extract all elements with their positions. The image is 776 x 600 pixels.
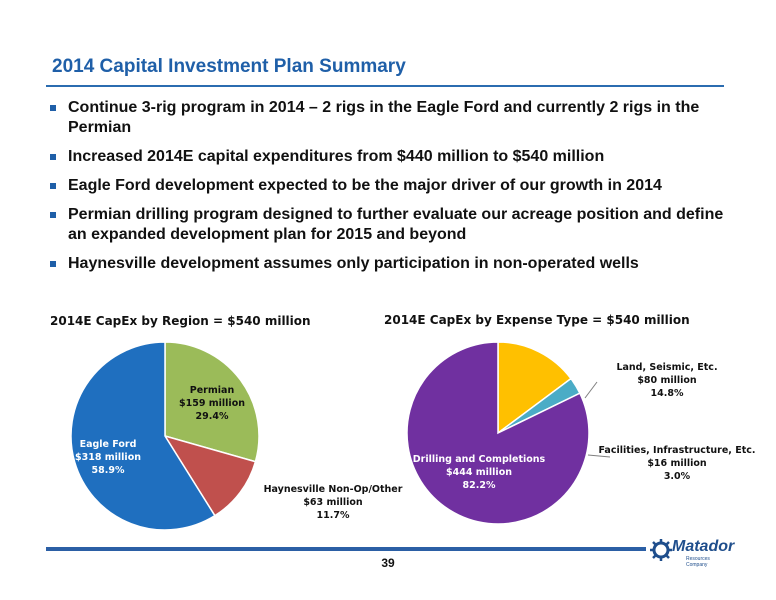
bullet-text: Continue 3-rig program in 2014 – 2 rigs … xyxy=(68,99,700,136)
bullet-text: Eagle Ford development expected to be th… xyxy=(68,177,662,194)
bullet-square-icon xyxy=(50,183,56,189)
bullet-text: Haynesville development assumes only par… xyxy=(68,255,639,272)
title-divider xyxy=(46,85,724,87)
data-label-land-seismic-etc: $80 million xyxy=(637,375,697,386)
slide-title: 2014 Capital Investment Plan Summary xyxy=(52,56,406,77)
data-label-haynesville-non-op-other: Haynesville Non-Op/Other xyxy=(264,484,403,495)
data-label-eagle-ford: $318 million xyxy=(75,452,141,463)
gear-icon xyxy=(650,539,672,561)
leader-line xyxy=(587,454,611,458)
region-chart-title: 2014E CapEx by Region = $540 million xyxy=(50,314,311,328)
data-label-drilling-and-completions: Drilling and Completions xyxy=(413,454,546,465)
pie-slice-drilling-and-completions xyxy=(406,341,590,525)
page-number: 39 xyxy=(381,556,395,570)
pie-slice-eagle-ford xyxy=(70,341,216,531)
data-label-drilling-and-completions: 82.2% xyxy=(463,480,496,491)
data-label-haynesville-non-op-other: $63 million xyxy=(303,497,363,508)
pie-slice-haynesville-non-op-other xyxy=(163,434,257,517)
bullet-square-icon xyxy=(50,212,56,218)
bullet-square-icon xyxy=(50,154,56,160)
data-label-facilities-infrastructure-etc: 3.0% xyxy=(664,471,691,482)
data-label-permian: 29.4% xyxy=(196,411,229,422)
footer-divider xyxy=(46,547,646,551)
bullet-text: Increased 2014E capital expenditures fro… xyxy=(68,148,605,165)
expense-chart-title: 2014E CapEx by Expense Type = $540 milli… xyxy=(384,313,690,327)
bullet-square-icon xyxy=(50,105,56,111)
data-label-land-seismic-etc: 14.8% xyxy=(651,388,684,399)
logo-tagline: Resources Company xyxy=(686,556,710,568)
logo-wordmark: Matador xyxy=(672,538,735,555)
company-logo: Matador Resources Company xyxy=(650,536,734,568)
data-label-facilities-infrastructure-etc: Facilities, Infrastructure, Etc. xyxy=(599,445,756,456)
leader-line xyxy=(584,381,598,399)
pie-slice-land-seismic-etc xyxy=(497,341,572,435)
pie-slice-permian xyxy=(164,341,260,463)
data-label-eagle-ford: Eagle Ford xyxy=(80,439,137,450)
bullet-item: Increased 2014E capital expenditures fro… xyxy=(48,147,738,167)
bullet-list: Continue 3-rig program in 2014 – 2 rigs … xyxy=(48,98,738,283)
bullet-item: Permian drilling program designed to fur… xyxy=(48,205,738,245)
bullet-item: Continue 3-rig program in 2014 – 2 rigs … xyxy=(48,98,738,138)
bullet-text: Permian drilling program designed to fur… xyxy=(68,206,724,243)
data-label-facilities-infrastructure-etc: $16 million xyxy=(647,458,707,469)
bullet-square-icon xyxy=(50,261,56,267)
data-label-eagle-ford: 58.9% xyxy=(92,465,125,476)
bullet-item: Haynesville development assumes only par… xyxy=(48,254,738,274)
bullet-item: Eagle Ford development expected to be th… xyxy=(48,176,738,196)
data-label-haynesville-non-op-other: 11.7% xyxy=(317,510,350,521)
data-label-permian: $159 million xyxy=(179,398,245,409)
data-label-drilling-and-completions: $444 million xyxy=(446,467,512,478)
data-label-land-seismic-etc: Land, Seismic, Etc. xyxy=(616,362,717,373)
data-label-permian: Permian xyxy=(190,385,235,396)
